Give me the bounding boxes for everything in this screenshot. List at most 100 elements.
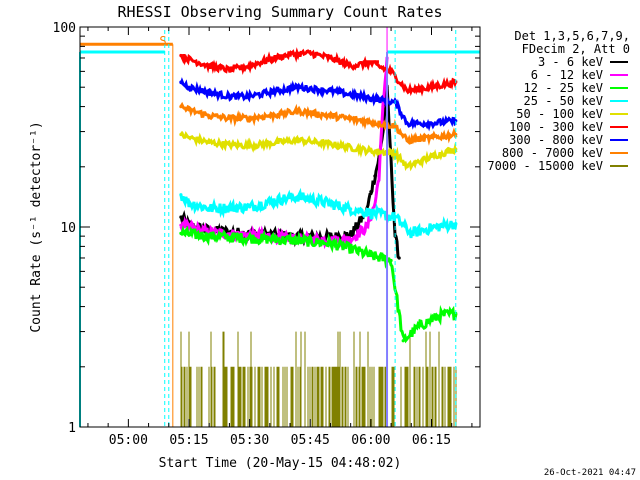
data-point	[429, 154, 434, 159]
data-point	[349, 207, 353, 211]
data-point	[187, 85, 191, 89]
data-point	[369, 253, 373, 258]
data-point	[187, 135, 191, 140]
series-line	[179, 58, 389, 250]
data-point	[187, 108, 191, 112]
data-point	[328, 142, 333, 146]
flag-label: S	[159, 34, 166, 48]
axes: 05:00 05:15 05:30 05:45 06:00 06:15 1 10 100	[53, 21, 480, 448]
data-point	[248, 64, 252, 68]
data-point	[454, 119, 458, 123]
series-300-800-kev	[179, 77, 458, 132]
data-point	[417, 324, 421, 328]
data-point	[207, 114, 211, 118]
data-point	[365, 225, 369, 229]
data-point	[320, 199, 324, 204]
data-point	[437, 314, 442, 318]
data-point	[288, 52, 292, 56]
data-point	[207, 64, 211, 68]
data-point	[179, 104, 183, 109]
data-point	[296, 109, 300, 113]
data-point	[248, 205, 252, 209]
data-point	[369, 211, 373, 215]
data-point	[179, 193, 183, 197]
data-point	[296, 194, 300, 199]
data-point	[369, 96, 373, 100]
data-point	[409, 231, 413, 235]
legend-label: 25 - 50 keV	[524, 94, 603, 108]
series-800-7000-kev	[179, 101, 458, 146]
data-point	[405, 139, 409, 143]
data-point	[207, 234, 211, 238]
data-point	[373, 174, 377, 178]
data-series	[179, 47, 458, 344]
data-point	[349, 237, 353, 241]
data-point	[349, 246, 353, 251]
data-point	[393, 215, 397, 219]
data-point	[381, 104, 385, 109]
y-axis-label: Count Rate (s⁻¹ detector⁻¹)	[29, 121, 44, 332]
x-tick-label: 06:15	[412, 433, 451, 448]
series-100-300-kev	[179, 47, 458, 97]
data-point	[179, 132, 183, 137]
legend-label: 50 - 100 keV	[516, 107, 603, 121]
legend-header: FDecim 2, Att 0	[522, 42, 630, 56]
data-point	[328, 56, 333, 60]
data-point	[308, 51, 312, 55]
data-point	[405, 121, 409, 125]
data-point	[454, 132, 458, 137]
data-point	[454, 221, 458, 226]
x-tick-label: 06:00	[351, 433, 390, 448]
data-point	[276, 140, 280, 144]
data-point	[179, 215, 183, 219]
series-25-50-kev	[179, 187, 458, 239]
data-point	[397, 256, 401, 260]
y-tick-label: 10	[60, 221, 76, 236]
legend-label: 300 - 800 keV	[509, 133, 603, 147]
data-point	[389, 258, 393, 263]
legend-label: 12 - 25 keV	[524, 81, 603, 95]
series-12-25-kev	[179, 225, 458, 344]
x-tick-label: 05:45	[291, 433, 330, 448]
data-point	[179, 231, 183, 235]
data-point	[248, 144, 252, 148]
data-point	[389, 69, 393, 73]
data-point	[207, 206, 211, 210]
series-bars-7000-15000-kev	[180, 331, 457, 427]
data-point	[276, 112, 280, 117]
data-point	[280, 197, 284, 201]
data-bands	[180, 331, 457, 427]
data-point	[187, 201, 191, 205]
data-point	[179, 53, 183, 58]
data-point	[328, 241, 333, 245]
data-point	[429, 135, 434, 140]
data-point	[276, 89, 280, 93]
data-point	[429, 121, 434, 125]
data-point	[227, 143, 232, 147]
data-point	[296, 85, 300, 89]
data-point	[369, 120, 373, 124]
series-line	[179, 77, 457, 132]
data-point	[227, 68, 232, 72]
legend-label: 7000 - 15000 keV	[487, 159, 603, 173]
data-point	[429, 85, 434, 89]
series-line	[179, 101, 458, 146]
x-tick-label: 05:15	[169, 433, 208, 448]
data-point	[429, 226, 434, 230]
legend-label: 800 - 7000 keV	[502, 146, 603, 160]
data-point	[268, 57, 272, 61]
data-point	[401, 339, 405, 343]
data-point	[373, 202, 377, 206]
legend-header: Det 1,3,5,6,7,9,	[514, 29, 630, 43]
data-point	[288, 238, 292, 242]
series-line	[179, 187, 458, 239]
data-point	[248, 116, 252, 120]
data-point	[187, 57, 191, 61]
data-point	[369, 190, 373, 194]
data-point	[328, 89, 333, 93]
data-point	[248, 236, 252, 240]
data-point	[405, 89, 409, 93]
y-tick-label: 1	[68, 421, 76, 436]
data-point	[393, 124, 397, 128]
